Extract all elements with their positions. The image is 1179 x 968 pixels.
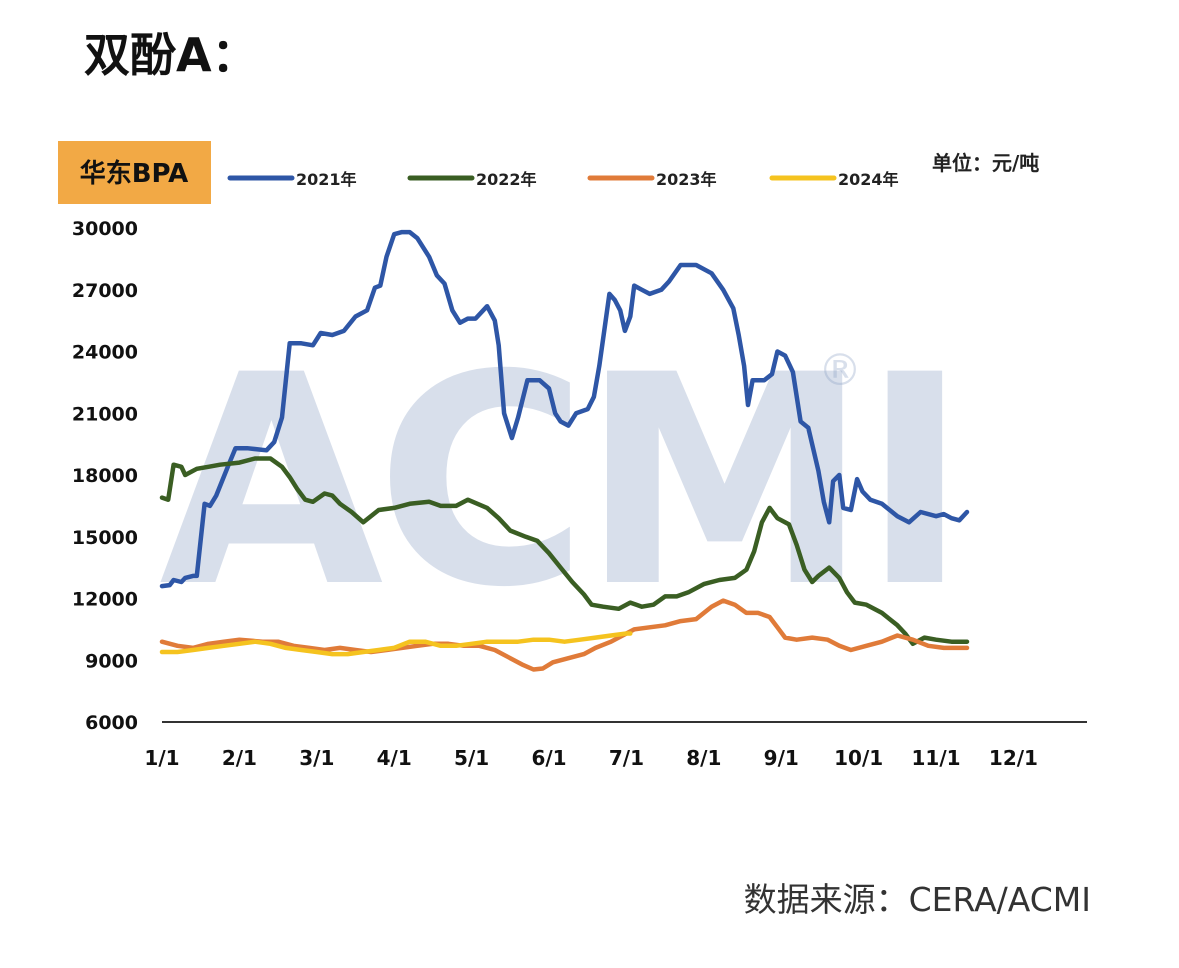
x-tick-label: 10/1 [834, 746, 883, 770]
legend: 2021年 2022年 2023年 2024年 [227, 170, 899, 189]
x-tick-label: 1/1 [144, 746, 179, 770]
y-axis: 6000 9000 12000 15000 18000 21000 24000 27000 30… [72, 218, 138, 734]
series-line [159, 229, 970, 589]
y-tick-label: 9000 [85, 650, 138, 672]
chart-title: 华东BPA [80, 158, 189, 189]
x-tick-label: 6/1 [531, 746, 566, 770]
x-tick-label: 9/1 [764, 746, 799, 770]
x-tick-label: 8/1 [686, 746, 721, 770]
y-tick-label: 12000 [72, 589, 138, 611]
y-tick-label: 21000 [72, 403, 138, 425]
x-tick-label: 2/1 [222, 746, 257, 770]
y-tick-label: 27000 [72, 280, 138, 302]
x-tick-label: 4/1 [377, 746, 412, 770]
x-tick-label: 3/1 [299, 746, 334, 770]
y-tick-label: 24000 [72, 342, 138, 364]
chart-title-badge [58, 141, 211, 204]
series-lines [159, 229, 970, 672]
y-tick-label: 18000 [72, 465, 138, 487]
series-line [159, 598, 970, 672]
legend-label: 2024年 [838, 170, 899, 189]
legend-label: 2023年 [656, 170, 717, 189]
x-axis: 1/1 2/1 3/1 4/1 5/1 6/1 7/1 8/1 9/1 10/1 11/1 12/1 [144, 721, 1087, 770]
unit-label: 单位：元/吨 [932, 151, 1039, 175]
series-line [159, 456, 970, 647]
y-tick-label: 6000 [85, 712, 138, 734]
page-title: 双酚A： [84, 28, 258, 82]
x-tick-label: 7/1 [609, 746, 644, 770]
series-line [159, 631, 633, 657]
legend-label: 2021年 [296, 170, 357, 189]
data-source: 数据来源：CERA/ACMI [743, 880, 1091, 919]
y-tick-label: 15000 [72, 527, 138, 549]
x-tick-label: 11/1 [912, 746, 961, 770]
x-tick-label: 12/1 [989, 746, 1038, 770]
x-tick-label: 5/1 [454, 746, 489, 770]
watermark-registered-icon: ® [818, 345, 862, 396]
y-tick-label: 30000 [72, 218, 138, 240]
legend-label: 2022年 [476, 170, 537, 189]
